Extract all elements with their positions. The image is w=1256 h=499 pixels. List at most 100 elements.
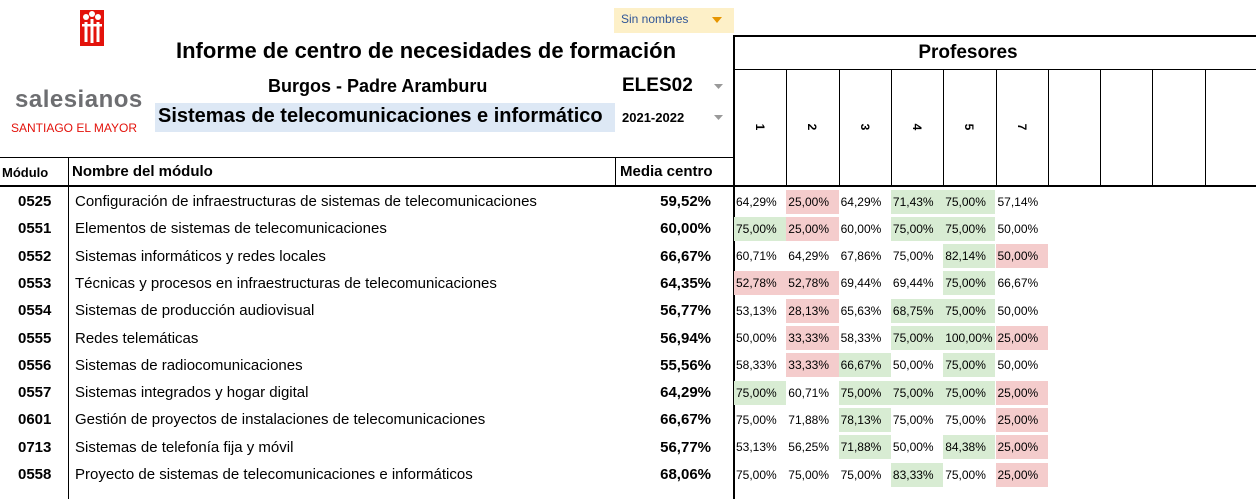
score: 64,29%: [840, 194, 882, 209]
column-header: Módulo: [2, 165, 49, 180]
module-name: Configuración de infraestructuras de sis…: [75, 193, 537, 210]
score: 71,43%: [890, 189, 944, 214]
score: 75,00%: [736, 412, 777, 427]
border: [1204, 69, 1206, 186]
average: 55,56%: [660, 356, 711, 374]
module-code: 0557: [18, 384, 52, 402]
score: 52,78%: [786, 271, 839, 296]
filter-dropdown[interactable]: Sin nombres: [614, 8, 734, 33]
module-name: Técnicas y procesos en infraestructuras …: [75, 274, 497, 292]
logo-subtitle: SANTIAGO EL MAYOR: [11, 121, 138, 135]
score: 68,75%: [890, 298, 944, 323]
score: 75,00%: [892, 249, 934, 264]
average: 59,52%: [660, 193, 711, 210]
score: 75,00%: [734, 216, 787, 241]
border: [68, 157, 69, 499]
border: [890, 69, 892, 186]
score: 78,13%: [838, 407, 891, 432]
dropdown-arrow: [714, 84, 723, 89]
module-code: 0555: [18, 329, 52, 347]
filter-label: Sin nombres: [621, 12, 689, 26]
average: 60,00%: [660, 220, 711, 238]
score: 69,44%: [892, 276, 934, 291]
column-header: Media centro: [620, 163, 713, 180]
score: 33,33%: [786, 353, 839, 378]
centre-code[interactable]: ELES02: [622, 75, 693, 96]
column-header: Nombre del módulo: [72, 163, 213, 180]
score: 25,00%: [995, 407, 1048, 432]
dropdown-arrow: [712, 17, 722, 23]
module-code: 0554: [18, 302, 52, 320]
score: 75,00%: [943, 216, 996, 241]
score: 75,00%: [943, 298, 996, 323]
score: 50,00%: [997, 221, 1039, 236]
score: 56,25%: [788, 440, 829, 455]
score: 69,44%: [840, 276, 882, 291]
average: 56,77%: [660, 302, 711, 320]
score: 58,33%: [736, 358, 777, 373]
score: 25,00%: [786, 216, 839, 241]
score: 66,67%: [838, 353, 891, 378]
score: 65,63%: [840, 303, 882, 318]
score: 33,33%: [786, 326, 839, 350]
average: 66,67%: [660, 411, 711, 429]
score: 83,33%: [890, 462, 944, 487]
score: 75,00%: [890, 216, 944, 241]
course-name: Sistemas de telecomunicaciones e informá…: [158, 105, 603, 127]
dropdown-arrow: [714, 115, 723, 120]
score: 75,00%: [945, 467, 986, 482]
teacher-column: 1: [753, 123, 768, 131]
centre-name: Burgos - Padre Aramburu: [268, 76, 488, 96]
score: 75,00%: [943, 380, 996, 405]
score: 28,13%: [786, 298, 839, 323]
module-name: Sistemas de telefonía fija y móvil: [75, 438, 294, 456]
score: 75,00%: [892, 412, 934, 427]
teacher-column: 3: [857, 123, 872, 131]
module-name: Proyecto de sistemas de telecomunicacion…: [75, 466, 473, 483]
average: 56,77%: [660, 438, 711, 456]
score: 50,00%: [892, 440, 934, 455]
border: [615, 157, 616, 186]
module-code: 0556: [18, 356, 52, 374]
score: 75,00%: [943, 271, 996, 296]
average: 68,06%: [660, 466, 711, 483]
border: [1152, 69, 1154, 186]
score: 71,88%: [838, 435, 891, 460]
teacher-column: 7: [1014, 123, 1029, 131]
module-code: 0525: [18, 193, 52, 210]
score: 75,00%: [943, 353, 996, 378]
border: [838, 69, 840, 186]
border: [943, 69, 945, 186]
teacher-column: 5: [962, 123, 977, 131]
border: [733, 35, 735, 499]
module-name: Sistemas integrados y hogar digital: [75, 384, 309, 402]
score: 25,00%: [786, 189, 839, 214]
score: 57,14%: [997, 194, 1039, 209]
score: 60,71%: [736, 249, 777, 264]
average: 66,67%: [660, 247, 711, 265]
score: 100,00%: [943, 326, 996, 350]
module-name: Sistemas de radiocomunicaciones: [75, 356, 303, 374]
score: 67,86%: [840, 249, 882, 264]
score: 75,00%: [943, 189, 996, 214]
score: 25,00%: [995, 380, 1048, 405]
score: 50,00%: [997, 358, 1039, 373]
score: 50,00%: [736, 331, 777, 345]
border: [733, 35, 1256, 37]
score: 25,00%: [995, 435, 1048, 460]
border: [0, 185, 1256, 187]
year[interactable]: 2021-2022: [622, 110, 685, 125]
score: 60,71%: [788, 385, 829, 400]
border: [0, 157, 733, 158]
module-code: 0551: [18, 220, 52, 238]
score: 64,29%: [788, 249, 829, 264]
border: [733, 69, 1256, 70]
module-name: Sistemas informáticos y redes locales: [75, 247, 326, 265]
module-code: 0553: [18, 274, 52, 292]
score: 75,00%: [945, 412, 986, 427]
average: 64,29%: [660, 384, 711, 402]
module-code: 0552: [18, 247, 52, 265]
score: 71,88%: [788, 412, 829, 427]
score: 50,00%: [997, 303, 1039, 318]
